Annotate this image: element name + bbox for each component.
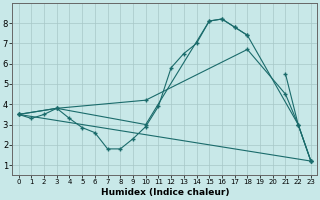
X-axis label: Humidex (Indice chaleur): Humidex (Indice chaleur) xyxy=(100,188,229,197)
